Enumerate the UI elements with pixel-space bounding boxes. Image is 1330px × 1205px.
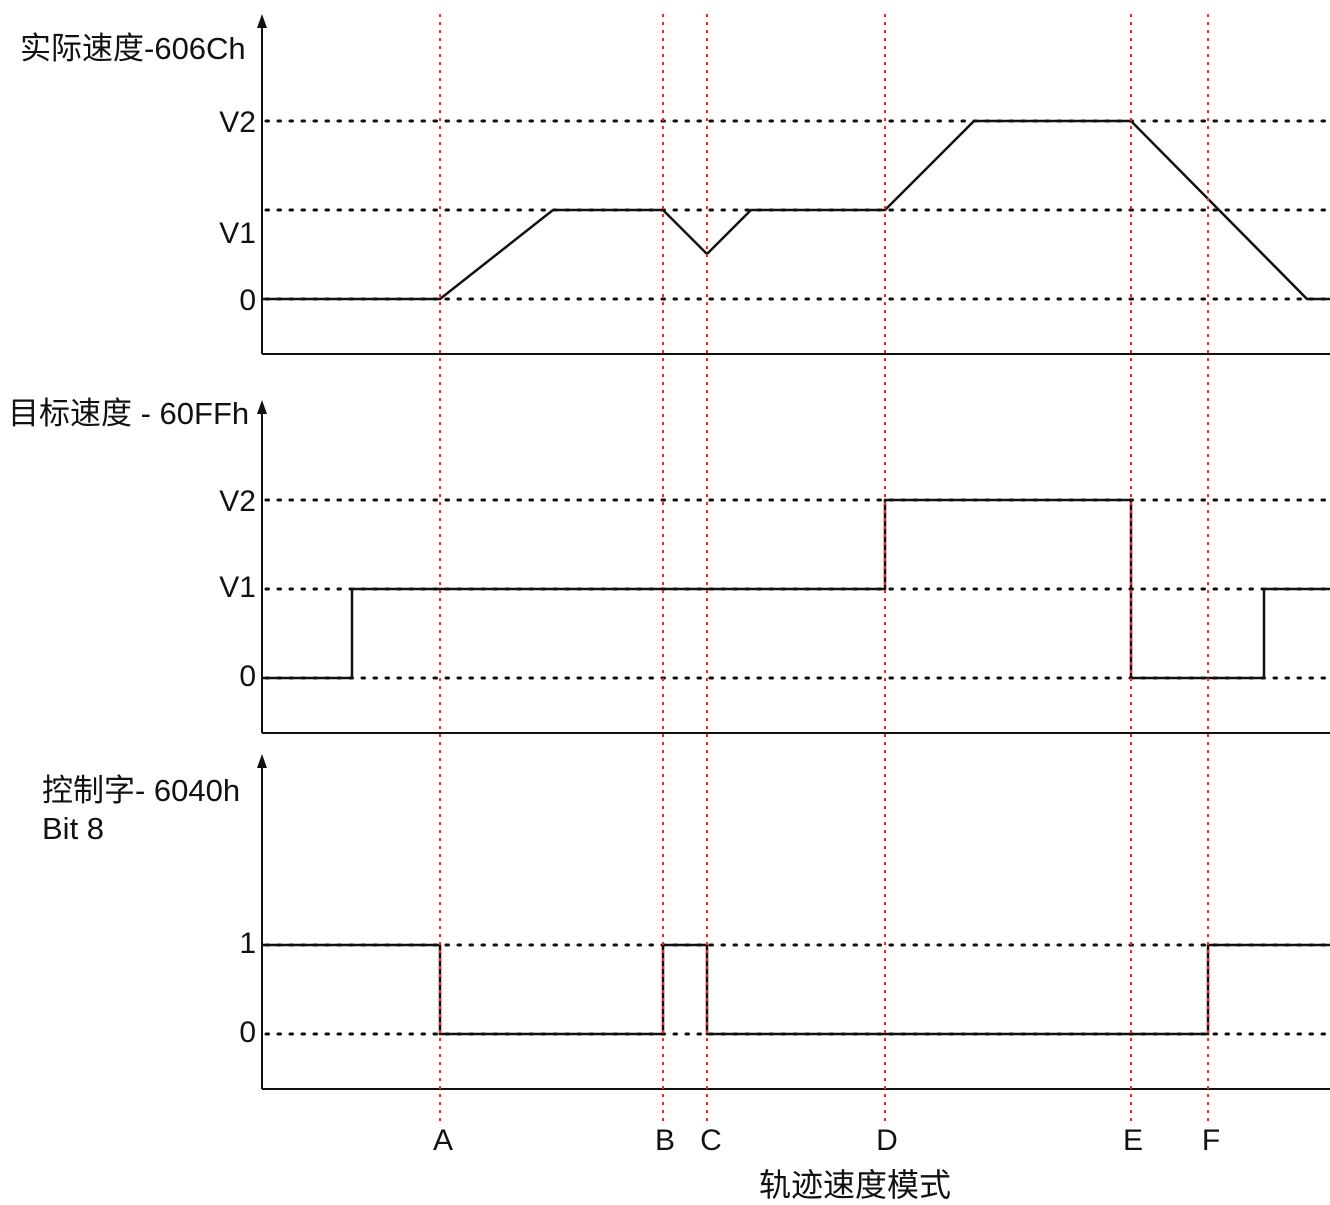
panel-actual-velocity: 实际速度-606Ch V2 V1 0 xyxy=(20,14,1330,355)
target-velocity-signal xyxy=(262,498,1330,680)
y-axis-arrow-target xyxy=(257,400,267,414)
marker-label-e: E xyxy=(1123,1124,1143,1157)
marker-label-d: D xyxy=(876,1124,898,1157)
control-word-axis-label: 控制字- 6040h xyxy=(42,773,240,808)
y-axis-arrow-control xyxy=(257,754,267,768)
marker-label-f: F xyxy=(1202,1124,1220,1157)
marker-label-c: C xyxy=(700,1124,722,1157)
level-label-one: 1 xyxy=(239,927,256,960)
level-label-zero: 0 xyxy=(239,284,256,317)
level-label-v1: V1 xyxy=(219,217,256,250)
level-label-v2: V2 xyxy=(219,485,256,518)
diagram-title: 轨迹速度模式 xyxy=(759,1167,951,1203)
level-label-v1: V1 xyxy=(219,571,256,604)
event-markers xyxy=(439,14,1209,1122)
actual-velocity-axis-label: 实际速度-606Ch xyxy=(20,31,246,66)
marker-label-a: A xyxy=(433,1124,453,1157)
panel-control-word: 控制字- 6040h Bit 8 1 0 xyxy=(42,754,1330,1090)
panel-target-velocity: 目标速度 - 60FFh V2 V1 0 xyxy=(8,396,1330,734)
marker-label-b: B xyxy=(655,1124,675,1157)
target-velocity-axis-label: 目标速度 - 60FFh xyxy=(8,396,249,431)
level-label-zero: 0 xyxy=(239,1016,256,1049)
y-axis-arrow-actual xyxy=(257,14,267,28)
control-word-signal xyxy=(262,943,1330,1036)
marker-labels: A B C D E F xyxy=(433,1124,1220,1157)
level-label-zero: 0 xyxy=(239,660,256,693)
level-label-v2: V2 xyxy=(219,106,256,139)
actual-velocity-signal xyxy=(262,119,1330,301)
control-word-axis-label-bit: Bit 8 xyxy=(42,811,104,846)
